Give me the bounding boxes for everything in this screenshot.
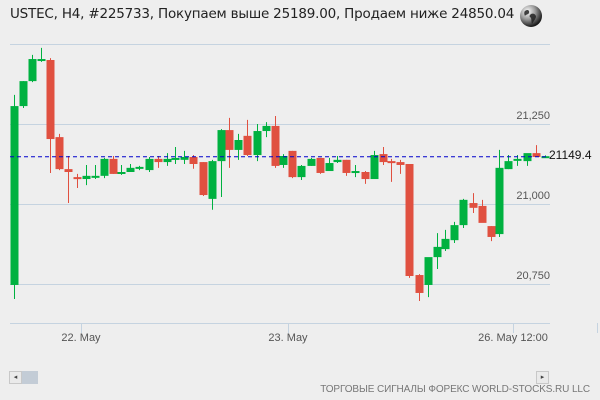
bullish-candle	[450, 221, 459, 244]
bullish-candle	[10, 94, 19, 300]
bullish-candle	[433, 233, 442, 269]
bearish-candle	[243, 119, 252, 156]
bearish-candle	[225, 117, 234, 168]
bullish-candle	[180, 150, 189, 164]
bearish-candle	[469, 193, 478, 213]
bullish-candle	[262, 122, 271, 138]
chart-title: USTEC, H4, #225733, Покупаем выше 25189.…	[10, 6, 515, 22]
x-tick-label: 23. May	[268, 332, 308, 344]
bearish-candle	[271, 116, 280, 168]
bullish-candle	[145, 156, 154, 172]
bullish-candle	[495, 149, 504, 237]
bullish-candle	[208, 159, 217, 210]
bullish-candle	[234, 133, 243, 160]
scroll-left-button[interactable]: ◂	[9, 371, 22, 384]
bullish-candle	[217, 129, 226, 197]
bullish-candle	[459, 198, 468, 228]
bearish-candle	[387, 158, 396, 182]
scroll-right-button[interactable]: ▸	[536, 371, 549, 384]
bearish-candle	[396, 159, 405, 174]
bullish-candle	[307, 157, 316, 166]
bullish-candle	[28, 54, 37, 83]
bearish-candle	[415, 274, 424, 301]
bullish-candle	[82, 164, 91, 186]
scrollbar-thumb[interactable]	[22, 371, 38, 384]
bearish-candle	[288, 150, 297, 179]
bearish-candle	[478, 199, 487, 223]
bullish-candle	[441, 229, 450, 252]
x-tick-label: 22. May	[61, 332, 101, 344]
bullish-candle	[91, 164, 100, 180]
bearish-candle	[55, 133, 64, 171]
bullish-candle	[100, 157, 109, 179]
bearish-candle	[316, 157, 325, 174]
bullish-candle	[325, 157, 334, 172]
bullish-candle	[37, 47, 46, 62]
bearish-candle	[361, 171, 370, 184]
bearish-candle	[199, 162, 208, 196]
bullish-candle	[171, 147, 180, 164]
bullish-candle	[523, 153, 532, 166]
y-tick-label: 21,250	[516, 110, 550, 122]
x-tick-label: 26. May 12:00	[478, 332, 548, 344]
bearish-candle	[154, 156, 163, 168]
bullish-candle	[117, 164, 126, 175]
bullish-candle	[370, 150, 379, 180]
bearish-candle	[342, 159, 351, 176]
bullish-candle	[135, 165, 144, 171]
bullish-candle	[504, 155, 513, 170]
bearish-candle	[532, 145, 541, 157]
globe-icon[interactable]	[519, 4, 543, 28]
bullish-candle	[351, 164, 360, 178]
bullish-candle	[163, 153, 172, 166]
bearish-candle	[109, 156, 118, 174]
bearish-candle	[405, 164, 414, 278]
bullish-candle	[297, 164, 306, 180]
bullish-candle	[126, 164, 135, 172]
bearish-candle	[64, 156, 73, 204]
bearish-candle	[379, 147, 388, 165]
bullish-candle	[279, 154, 288, 168]
bearish-candle	[73, 173, 82, 188]
chevron-left-icon: ◂	[13, 373, 18, 381]
current-price-label: 21149.4	[549, 148, 592, 162]
bullish-candle	[19, 81, 28, 108]
horizontal-scrollbar[interactable]: ◂ ▸	[9, 371, 549, 385]
bullish-candle	[424, 257, 433, 298]
y-tick-label: 21,000	[516, 190, 550, 202]
footer-credit: ТОРГОВЫЕ СИГНАЛЫ ФОРЕКС WORLD-STOCKS.RU …	[320, 384, 590, 395]
y-tick-label: 20,750	[516, 270, 550, 282]
bearish-candle	[487, 226, 496, 242]
bullish-candle	[253, 124, 262, 162]
chevron-right-icon: ▸	[540, 373, 545, 381]
bearish-candle	[46, 58, 55, 173]
bearish-candle	[189, 155, 198, 169]
bullish-candle	[333, 156, 342, 164]
